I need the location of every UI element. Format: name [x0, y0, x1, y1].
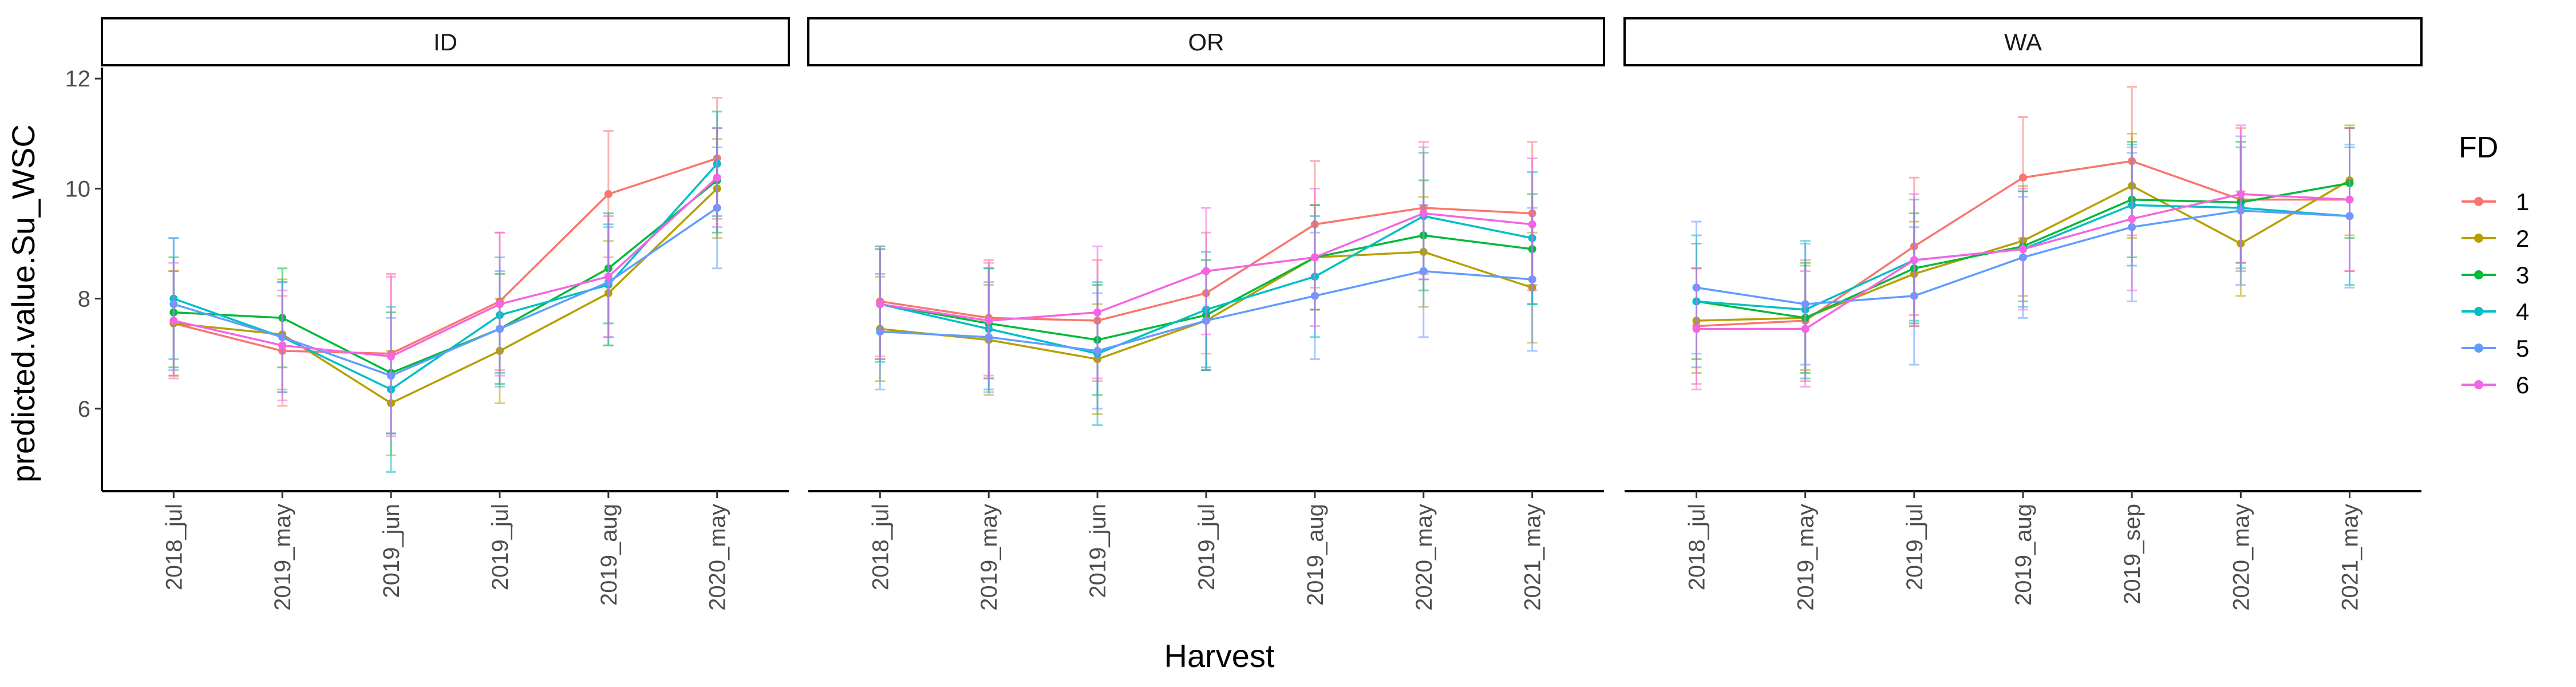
legend-item-1: 1 — [2462, 188, 2529, 215]
data-point — [1202, 267, 1210, 275]
series-1 — [168, 97, 722, 435]
x-tick-label: 2019_aug — [596, 504, 622, 606]
data-point — [876, 300, 884, 309]
facet-panel-wa: WA 2018_jul 2019_may 2019_jul 2019_aug 2019_s… — [1623, 17, 2423, 611]
series-line — [173, 188, 718, 404]
x-tick-label: 2018_jul — [1685, 504, 1710, 590]
y-axis-title: predicted.value.Su_WSC — [5, 124, 41, 483]
legend-label: 4 — [2516, 298, 2529, 325]
data-point — [169, 317, 178, 325]
facet-strip-label: ID — [433, 29, 457, 56]
x-tick-label: 2019_jun — [379, 504, 404, 598]
series-line — [173, 179, 718, 374]
x-tick-label: 2019_sep — [2120, 504, 2145, 605]
x-tick-label: 2020_may — [705, 504, 730, 611]
x-tick-label: 2018_jul — [868, 504, 893, 590]
legend-label: 3 — [2516, 262, 2529, 289]
y-tick-label: 6 — [78, 397, 90, 422]
data-point — [278, 341, 287, 350]
data-point — [1801, 325, 1809, 333]
data-point — [1419, 209, 1428, 218]
x-tick-label: 2019_jun — [1085, 504, 1111, 598]
x-tick-label: 2019_aug — [1303, 504, 1328, 606]
legend-key-point — [2474, 307, 2483, 316]
data-point — [2019, 245, 2027, 254]
legend-key-point — [2474, 380, 2483, 389]
legend-label: 6 — [2516, 372, 2529, 398]
series-line — [173, 163, 718, 390]
x-tick-label: 2019_may — [1793, 504, 1819, 611]
series-line — [173, 207, 718, 377]
legend-title: FD — [2459, 131, 2498, 164]
facet-panel-or: OR 2018_jul 2019_may 2019_jun 2019_jul 2019_a… — [807, 17, 1605, 611]
series-3 — [168, 127, 722, 435]
legend-item-4: 4 — [2462, 298, 2529, 325]
data-point — [2019, 173, 2027, 182]
facet-strip — [101, 17, 790, 66]
x-tick-label: 2018_jul — [161, 504, 187, 590]
y-tick-label: 12 — [65, 66, 91, 92]
facet-panel-id: ID 6 8 10 12 2018_jul 2019_may 2019_jun 2019_jul… — [65, 17, 790, 611]
data-point — [495, 300, 504, 309]
x-tick-label: 2019_may — [977, 504, 1002, 611]
data-point — [985, 317, 993, 325]
data-point — [2237, 190, 2245, 199]
series-6 — [875, 146, 1538, 380]
x-axis-title: Harvest — [1164, 638, 1275, 674]
x-tick-label: 2019_jul — [1902, 504, 1927, 590]
facet-strip — [1623, 17, 2423, 66]
series-line — [173, 176, 718, 358]
legend-label: 1 — [2516, 188, 2529, 215]
legend-label: 5 — [2516, 335, 2529, 362]
data-point — [387, 352, 396, 361]
x-tick-label: 2020_may — [2229, 504, 2254, 611]
y-tick-label: 8 — [78, 287, 90, 312]
legend: FD 1 2 3 4 5 6 — [2459, 131, 2529, 398]
x-tick-label: 2021_may — [2337, 504, 2362, 611]
series-6 — [168, 127, 722, 437]
data-point — [1528, 220, 1536, 228]
data-point — [1093, 308, 1102, 317]
facet-strip — [807, 17, 1605, 66]
data-point — [1692, 325, 1701, 333]
data-point — [713, 173, 721, 182]
data-point — [604, 190, 613, 199]
data-point — [2128, 215, 2136, 223]
x-tick-label: 2019_jul — [488, 504, 513, 590]
legend-item-3: 3 — [2462, 262, 2529, 289]
panels-layer: ID 6 8 10 12 2018_jul 2019_may 2019_jun 2019_jul… — [65, 17, 2423, 611]
x-tick-label: 2021_may — [1520, 504, 1546, 611]
x-tick-label: 2019_jul — [1194, 504, 1219, 590]
data-point — [2345, 195, 2354, 204]
series-4 — [168, 110, 722, 473]
x-tick-label: 2019_may — [270, 504, 295, 611]
y-tick-label: 10 — [65, 176, 91, 202]
legend-key-point — [2474, 270, 2483, 279]
data-point — [604, 273, 613, 281]
legend-key-point — [2474, 234, 2483, 243]
legend-items: 1 2 3 4 5 6 — [2462, 188, 2529, 398]
data-point — [1310, 253, 1319, 262]
legend-key-point — [2474, 197, 2483, 206]
facet-strip-label: OR — [1188, 29, 1224, 56]
legend-item-6: 6 — [2462, 372, 2529, 398]
series-2 — [168, 138, 722, 457]
series-5 — [168, 146, 722, 435]
series-line — [173, 157, 718, 355]
legend-item-5: 5 — [2462, 335, 2529, 362]
legend-label: 2 — [2516, 225, 2529, 252]
series-6 — [1691, 124, 2355, 390]
legend-item-2: 2 — [2462, 225, 2529, 252]
data-point — [1910, 256, 1918, 264]
x-tick-label: 2020_may — [1412, 504, 1437, 611]
legend-key-point — [2474, 344, 2483, 353]
facet-strip-label: WA — [2004, 29, 2042, 56]
x-tick-label: 2019_aug — [2011, 504, 2036, 606]
